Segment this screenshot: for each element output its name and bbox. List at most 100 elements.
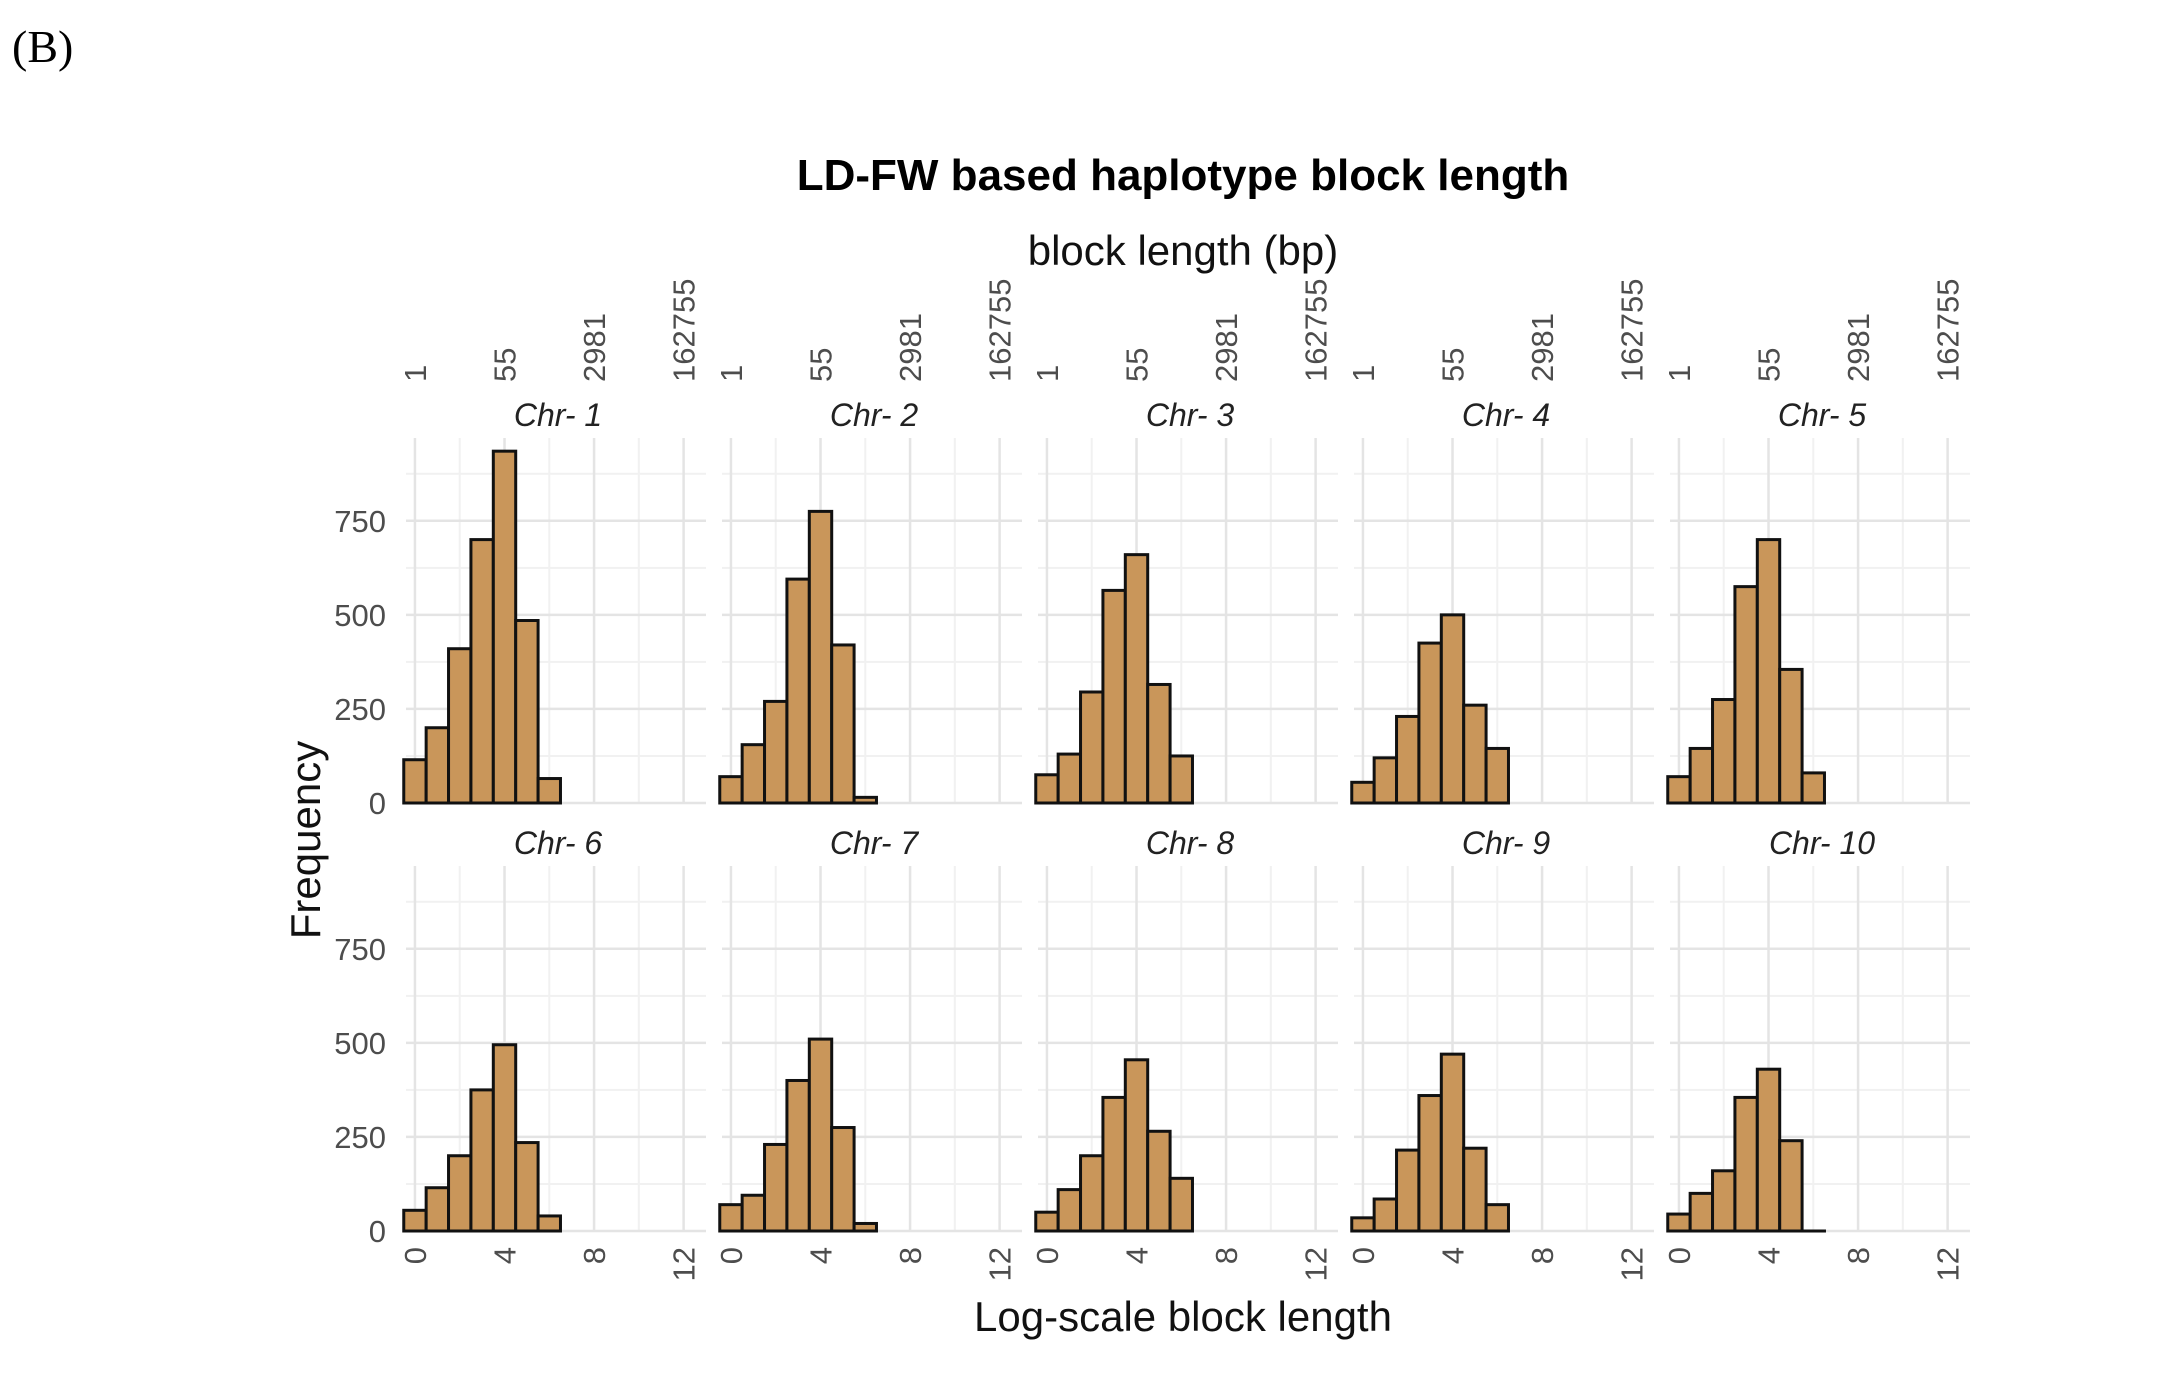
histogram-bar xyxy=(809,511,831,803)
y-tick-label: 750 xyxy=(334,932,386,967)
histogram-bar xyxy=(449,1156,471,1231)
histogram-bar xyxy=(516,621,538,804)
x-tick-label: 8 xyxy=(1525,1247,1560,1264)
secondary-x-tick-label: 1 xyxy=(1346,365,1381,382)
panel-strip-label: Chr- 10 xyxy=(1769,825,1875,861)
x-tick-label: 0 xyxy=(1662,1247,1697,1264)
histogram-bar xyxy=(787,579,809,803)
histogram-bar xyxy=(404,760,426,803)
secondary-x-tick-label: 1 xyxy=(1030,365,1065,382)
secondary-x-tick-label: 162755 xyxy=(667,279,702,382)
histogram-bar xyxy=(854,1223,876,1231)
y-tick-label: 750 xyxy=(334,504,386,539)
histogram-bar xyxy=(1170,1178,1192,1231)
x-tick-label: 0 xyxy=(1030,1247,1065,1264)
x-axis-title: Log-scale block length xyxy=(974,1293,1392,1340)
secondary-x-axis-title: block length (bp) xyxy=(1028,227,1339,274)
histogram-bar xyxy=(1148,684,1170,803)
histogram-bar xyxy=(1036,775,1058,803)
secondary-x-tick-label: 2981 xyxy=(1525,313,1560,382)
panel-strip-label: Chr- 8 xyxy=(1146,825,1235,861)
histogram-bar xyxy=(1170,756,1192,803)
histogram-bar xyxy=(787,1080,809,1231)
histogram-bar xyxy=(1441,1054,1463,1231)
histogram-bar xyxy=(1441,615,1463,803)
secondary-x-tick-label: 162755 xyxy=(1299,279,1334,382)
x-tick-label: 8 xyxy=(577,1247,612,1264)
histogram-bar xyxy=(809,1039,831,1231)
secondary-x-tick-label: 2981 xyxy=(893,313,928,382)
histogram-bar xyxy=(1735,1097,1757,1231)
panel-strip-label: Chr- 1 xyxy=(514,397,602,433)
panel-strip-label: Chr- 3 xyxy=(1146,397,1235,433)
panel-strip-label: Chr- 9 xyxy=(1462,825,1551,861)
histogram-bar xyxy=(832,645,854,803)
histogram-bar xyxy=(720,777,742,803)
secondary-x-tick-label: 1 xyxy=(398,365,433,382)
histogram-bar xyxy=(426,728,448,803)
x-tick-label: 8 xyxy=(893,1247,928,1264)
histogram-bar xyxy=(1419,643,1441,803)
secondary-x-tick-label: 55 xyxy=(488,348,523,382)
secondary-x-tick-label: 2981 xyxy=(1841,313,1876,382)
histogram-bar xyxy=(1757,1069,1779,1231)
histogram-bar xyxy=(1103,1097,1125,1231)
secondary-x-tick-label: 162755 xyxy=(983,279,1018,382)
histogram-bar xyxy=(1058,1190,1080,1231)
histogram-bar xyxy=(1780,669,1802,803)
y-tick-label: 500 xyxy=(334,1026,386,1061)
x-tick-label: 4 xyxy=(1120,1247,1155,1264)
x-tick-label: 8 xyxy=(1841,1247,1876,1264)
histogram-bar xyxy=(1735,587,1757,803)
panel-strip-label: Chr- 2 xyxy=(830,397,919,433)
x-tick-label: 4 xyxy=(1752,1247,1787,1264)
y-tick-label: 250 xyxy=(334,692,386,727)
histogram-bar xyxy=(1668,1214,1690,1231)
x-tick-label: 8 xyxy=(1209,1247,1244,1264)
histogram-bar xyxy=(720,1205,742,1231)
histogram-bar xyxy=(404,1210,426,1231)
x-tick-label: 12 xyxy=(1615,1247,1650,1281)
facet-panel: Chr- 10 0 4 8 12 xyxy=(1662,825,1970,1281)
histogram-bar xyxy=(1103,590,1125,803)
histogram-bar xyxy=(1757,540,1779,803)
histogram-bar xyxy=(1036,1212,1058,1231)
histogram-bar xyxy=(1352,782,1374,803)
histogram-bar xyxy=(493,451,515,803)
y-tick-label: 0 xyxy=(369,786,386,821)
chart-title: LD-FW based haplotype block length xyxy=(797,151,1569,200)
secondary-x-tick-label: 55 xyxy=(1120,348,1155,382)
secondary-x-tick-label: 162755 xyxy=(1615,279,1650,382)
histogram-bar xyxy=(538,1216,560,1231)
panel-strip-label: Chr- 4 xyxy=(1462,397,1550,433)
histogram-bar xyxy=(471,1090,493,1231)
secondary-x-tick-label: 2981 xyxy=(577,313,612,382)
panel-strip-label: Chr- 5 xyxy=(1778,397,1867,433)
histogram-bar xyxy=(1081,692,1103,803)
histogram-bar xyxy=(1690,1193,1712,1231)
x-tick-label: 12 xyxy=(1931,1247,1966,1281)
histogram-bar xyxy=(493,1045,515,1231)
histogram-bar xyxy=(854,797,876,803)
y-axis-title: Frequency xyxy=(282,741,329,939)
secondary-x-tick-label: 1 xyxy=(1662,365,1697,382)
secondary-x-tick-label: 162755 xyxy=(1931,279,1966,382)
histogram-bar xyxy=(1081,1156,1103,1231)
histogram-bar xyxy=(1668,777,1690,803)
histogram-bar xyxy=(832,1128,854,1231)
histogram-bar xyxy=(1486,1205,1508,1231)
x-tick-label: 12 xyxy=(1299,1247,1334,1281)
x-tick-label: 4 xyxy=(488,1247,523,1264)
histogram-bar xyxy=(765,701,787,803)
histogram-bar xyxy=(1464,1148,1486,1231)
histogram-bar xyxy=(471,540,493,803)
histogram-bar xyxy=(765,1144,787,1231)
histogram-bar xyxy=(516,1143,538,1231)
panel-label: (B) xyxy=(12,21,73,72)
